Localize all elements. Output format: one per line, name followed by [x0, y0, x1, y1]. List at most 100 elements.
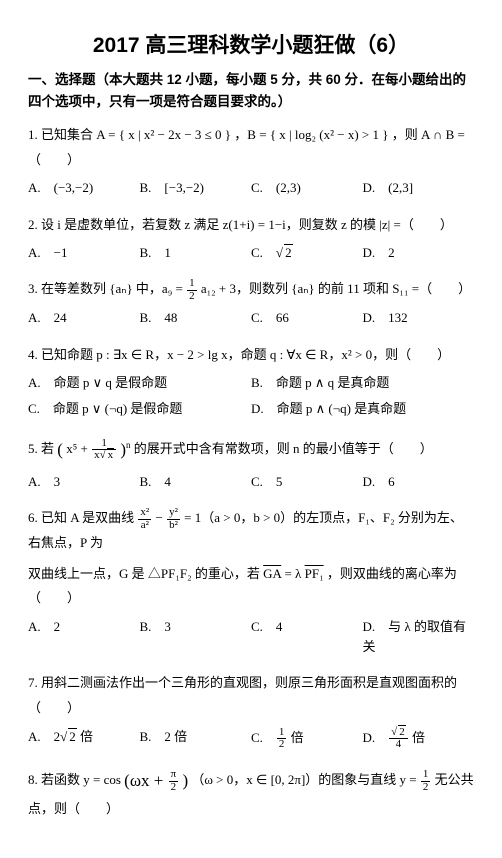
question-3: 3. 在等差数列 {aₙ} 中，a₉ = 12 a₁₂ + 3，则数列 {aₙ}…	[28, 277, 474, 302]
q5-frac: 1 xx	[92, 438, 116, 462]
q5-options: A. 3 B. 4 C. 5 D. 6	[28, 472, 474, 492]
q6-frac2: y²b²	[167, 507, 180, 531]
q7-opt-a: A. 2 2 倍	[28, 727, 140, 751]
q1-opt-d: D. (2,3]	[363, 178, 475, 198]
q3-stem-a: 3. 在等差数列 {aₙ} 中，a₉ =	[28, 281, 186, 296]
q5-expr-a: x⁵ +	[66, 441, 91, 456]
q2-opt-b: B. 1	[140, 243, 252, 263]
q5-exp: n	[126, 439, 131, 449]
q7dd: 4	[389, 739, 408, 751]
q1-opt-b: B. [−3,−2)	[140, 178, 252, 198]
q6-opt-d: D. 与 λ 的取值有关	[363, 617, 475, 657]
q3-opt-c: C. 66	[251, 308, 363, 328]
q7a-pre: A. 2	[28, 729, 60, 744]
q7a-rad: 2	[68, 728, 77, 744]
q7d-pre: D.	[363, 730, 389, 745]
q7c-frac: 12	[277, 727, 287, 751]
q4-options: A. 命题 p ∨ q 是假命题 B. 命题 p ∧ q 是真命题 C. 命题 …	[28, 373, 474, 419]
q6-opt-b: B. 3	[140, 617, 252, 657]
q8gn: 1	[421, 769, 431, 782]
q2-opt-d: D. 2	[363, 243, 475, 263]
q7c-pre: C.	[251, 730, 276, 745]
question-8: 8. 若函数 y = cos (ωx + π2 ) （ω > 0，x ∈ [0,…	[28, 765, 474, 822]
q6-ov1: GA	[263, 566, 281, 581]
q4-opt-c: C. 命题 p ∨ (¬q) 是假命题	[28, 399, 251, 419]
q2-opt-a: A. −1	[28, 243, 140, 263]
q6-eq: = λ	[284, 566, 301, 581]
q7a-post: 倍	[77, 729, 93, 744]
q3-frac: 12	[187, 278, 197, 302]
question-6: 6. 已知 A 是双曲线 x²a² − y²b² = 1（a > 0，b > 0…	[28, 506, 474, 556]
q2-c-pre: C.	[251, 245, 276, 260]
q5-frac-d: xx	[92, 450, 116, 462]
q1-set1: { x | x² − 2x − 3 ≤ 0 }	[119, 127, 231, 142]
q8fd: 2	[169, 782, 179, 794]
q6-mid1: −	[155, 510, 166, 525]
q1-stem-a: 1. 已知集合 A =	[28, 127, 119, 142]
q1-opt-c: C. (2,3)	[251, 178, 363, 198]
q1-options: A. (−3,−2) B. [−3,−2) C. (2,3) D. (2,3]	[28, 178, 474, 198]
q6-f1d: a²	[138, 520, 151, 532]
question-6-line2: 双曲线上一点，G 是 △PF₁F₂ 的重心，若 GA = λ PF₁ ，则双曲线…	[28, 562, 474, 611]
question-1: 1. 已知集合 A = { x | x² − 2x − 3 ≤ 0 } ，B =…	[28, 123, 474, 172]
q3-opt-d: D. 132	[363, 308, 475, 328]
q6-opt-c: C. 4	[251, 617, 363, 657]
q5-opt-c: C. 5	[251, 472, 363, 492]
q3-opt-a: A. 24	[28, 308, 140, 328]
q7cn: 1	[277, 727, 287, 740]
q6-options: A. 2 B. 3 C. 4 D. 与 λ 的取值有关	[28, 617, 474, 657]
q6-f2d: b²	[167, 520, 180, 532]
page-title: 2017 高三理科数学小题狂做（6）	[28, 30, 474, 63]
q4-opt-a: A. 命题 p ∨ q 是假命题	[28, 373, 251, 393]
q7-opt-c: C. 12 倍	[251, 727, 363, 751]
q7c-post: 倍	[287, 730, 303, 745]
q8fn: π	[169, 769, 179, 782]
question-7: 7. 用斜二测画法作出一个三角形的直观图，则原三角形面积是直观图面积的（ ）	[28, 671, 474, 720]
q2-options: A. −1 B. 1 C. 2 D. 2	[28, 243, 474, 263]
q8-stem-b: （ω > 0，x ∈ [0, 2π]）的图象与直线 y =	[191, 772, 420, 787]
q5-opt-b: B. 4	[140, 472, 252, 492]
question-5: 5. 若 ( x⁵ + 1 xx )n 的展开式中含有常数项，则 n 的最小值等…	[28, 434, 474, 466]
q7-opt-d: D. 24 倍	[363, 727, 475, 751]
q8-arg-a: (ωx +	[124, 771, 167, 790]
section-header: 一、选择题（本大题共 12 小题，每小题 5 分，共 60 分．在每小题给出的四…	[28, 69, 474, 114]
q7d-frac: 24	[389, 727, 408, 751]
q8-arg-b: )	[182, 771, 188, 790]
q8-stem-a: 8. 若函数 y = cos	[28, 772, 121, 787]
q2-opt-c: C. 2	[251, 243, 363, 263]
q1-set2: { x | log₂ (x² − x) > 1 }	[270, 127, 389, 142]
q2-c-rad: 2	[284, 244, 293, 260]
q8gd: 2	[421, 782, 431, 794]
q6-stem-a: 6. 已知 A 是双曲线	[28, 510, 137, 525]
q6-ov2: PF₁	[305, 566, 324, 581]
q1-mid: ，B =	[234, 127, 270, 142]
q6-frac1: x²a²	[138, 507, 151, 531]
question-2: 2. 设 i 是虚数单位，若复数 z 满足 z(1+i) = 1−i，则复数 z…	[28, 213, 474, 238]
q4-opt-b: B. 命题 p ∧ q 是真命题	[251, 373, 474, 393]
q8-frac1: π2	[169, 769, 179, 793]
q4-opt-d: D. 命题 p ∧ (¬q) 是真命题	[251, 399, 474, 419]
q6-opt-a: A. 2	[28, 617, 140, 657]
q3-opt-b: B. 48	[140, 308, 252, 328]
q6-f1n: x²	[138, 507, 151, 520]
question-4: 4. 已知命题 p : ∃x ∈ R，x − 2 > lg x，命题 q : ∀…	[28, 343, 474, 368]
q3-options: A. 24 B. 48 C. 66 D. 132	[28, 308, 474, 328]
q7-opt-b: B. 2 倍	[140, 727, 252, 751]
q3-frac-d: 2	[187, 291, 197, 303]
q7dn-rad: 2	[398, 725, 406, 738]
q5-stem-b: 的展开式中含有常数项，则 n 的最小值等于（ ）	[134, 441, 433, 456]
q7dn: 2	[389, 727, 408, 740]
q5-stem-a: 5. 若	[28, 441, 57, 456]
q5-opt-d: D. 6	[363, 472, 475, 492]
q5-fd-rad: x	[107, 448, 115, 461]
q8-frac2: 12	[421, 769, 431, 793]
q5-opt-a: A. 3	[28, 472, 140, 492]
q5-paren-l: (	[57, 440, 63, 459]
q6-stem-c: 双曲线上一点，G 是 △PF₁F₂ 的重心，若	[28, 566, 263, 581]
q7d-post: 倍	[409, 730, 425, 745]
q3-stem-b: a₁₂ + 3，则数列 {aₙ} 的前 11 项和 S₁₁ =（ ）	[201, 281, 471, 296]
q7-options: A. 22 倍 B. 2 倍 C. 12 倍 D. 24 倍	[28, 727, 474, 751]
q1-opt-a: A. (−3,−2)	[28, 178, 140, 198]
q6-f2n: y²	[167, 507, 180, 520]
q7cd: 2	[277, 739, 287, 751]
